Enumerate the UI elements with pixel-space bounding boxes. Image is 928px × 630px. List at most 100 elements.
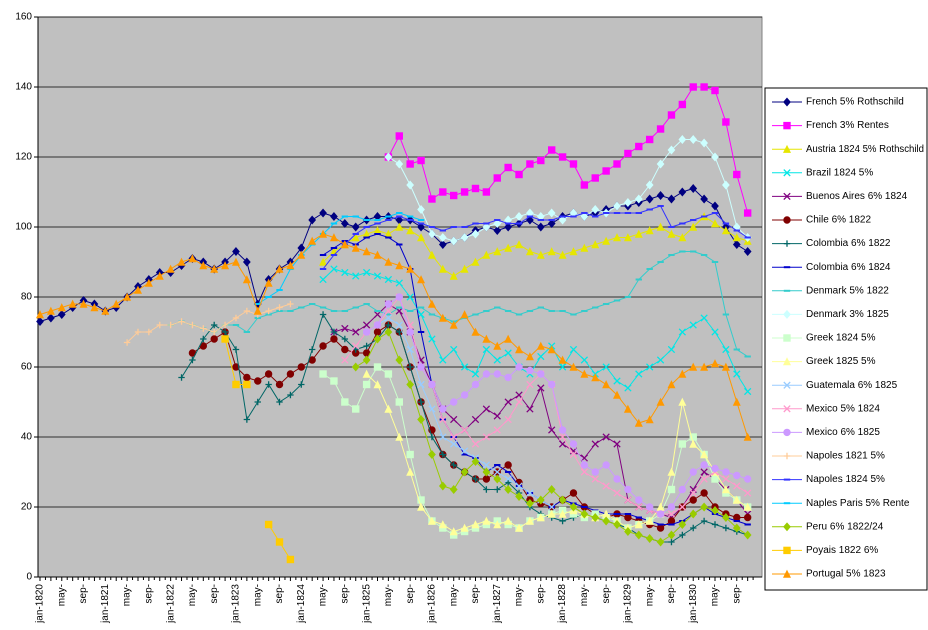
data-point	[613, 390, 622, 399]
data-point	[547, 485, 556, 494]
data-point	[558, 215, 567, 225]
data-point	[548, 426, 556, 434]
legend-label: Napoles 1821 5%	[806, 451, 885, 462]
data-point	[656, 356, 665, 364]
data-point	[613, 520, 621, 529]
data-point	[602, 363, 610, 371]
data-point	[493, 226, 502, 235]
series	[319, 212, 752, 280]
y-tick-label: 20	[21, 502, 33, 513]
data-point	[744, 489, 752, 497]
data-point	[591, 373, 600, 382]
data-point	[385, 321, 392, 329]
data-point	[721, 485, 730, 494]
data-point	[645, 194, 654, 204]
data-point	[558, 355, 567, 364]
legend-label: Greek 1824 5%	[806, 333, 876, 344]
x-tick-label: may-	[252, 584, 263, 606]
x-tick-label: may-	[514, 584, 525, 606]
data-point	[493, 474, 502, 484]
data-point	[265, 381, 272, 388]
data-point	[689, 184, 698, 193]
data-point	[558, 495, 567, 505]
data-point	[472, 475, 479, 483]
data-point	[329, 233, 338, 242]
legend-marker	[783, 216, 791, 224]
data-point	[536, 222, 545, 232]
data-point	[493, 247, 502, 256]
data-point	[417, 398, 425, 406]
x-tick-label: may-	[122, 584, 133, 606]
y-tick-label: 80	[21, 292, 33, 303]
data-point	[667, 145, 676, 155]
data-point	[515, 240, 524, 249]
data-point	[123, 292, 132, 301]
legend-label: Poyais 1822 6%	[806, 545, 878, 556]
legend-label: Chile 6% 1822	[806, 215, 871, 226]
data-point	[559, 517, 566, 525]
data-point	[395, 261, 404, 270]
data-point	[645, 135, 654, 144]
data-point	[547, 146, 556, 154]
data-point	[667, 380, 676, 389]
data-point	[515, 170, 523, 179]
data-point	[460, 426, 469, 434]
data-point	[580, 212, 589, 221]
data-point	[275, 380, 284, 389]
x-tick-label: jan-1825	[361, 584, 372, 624]
data-point	[689, 496, 697, 504]
data-point	[395, 355, 404, 365]
series	[36, 184, 752, 326]
data-point	[722, 180, 730, 190]
data-point	[57, 303, 66, 312]
data-point	[330, 265, 338, 273]
data-point	[690, 524, 697, 532]
data-point	[417, 310, 425, 319]
series	[319, 205, 751, 270]
data-point	[417, 363, 425, 371]
data-point	[602, 461, 610, 469]
data-point	[460, 523, 469, 532]
data-point	[700, 468, 708, 476]
data-point	[221, 261, 230, 270]
data-point	[406, 363, 414, 371]
data-point	[700, 489, 708, 497]
data-point	[645, 516, 654, 525]
data-point	[482, 222, 491, 232]
data-point	[624, 485, 632, 494]
data-point	[743, 209, 752, 217]
data-point	[602, 516, 610, 526]
data-point	[547, 380, 556, 389]
data-point	[711, 201, 719, 211]
data-point	[145, 328, 153, 336]
legend-marker	[782, 144, 792, 153]
legend-marker	[782, 357, 792, 366]
data-point	[634, 194, 643, 204]
data-point	[232, 380, 240, 389]
data-point	[471, 440, 480, 448]
data-point	[384, 370, 393, 378]
data-point	[624, 496, 632, 504]
data-point	[384, 404, 393, 413]
data-point	[79, 299, 88, 308]
data-point	[591, 174, 599, 182]
series	[221, 335, 295, 564]
series-line	[257, 212, 422, 305]
data-point	[537, 352, 545, 361]
data-point	[264, 370, 273, 378]
x-tick-label: jan-1822	[165, 584, 176, 624]
x-tick-label: jan-1823	[231, 584, 242, 624]
data-point	[710, 219, 720, 228]
data-point	[243, 307, 251, 315]
data-point	[482, 461, 491, 469]
data-point	[417, 380, 425, 389]
data-point	[689, 468, 697, 476]
data-point	[700, 138, 708, 148]
data-point	[635, 496, 643, 504]
data-point	[373, 380, 382, 389]
data-point	[711, 328, 719, 336]
data-point	[319, 208, 327, 218]
data-point	[700, 502, 708, 512]
data-point	[482, 334, 491, 343]
